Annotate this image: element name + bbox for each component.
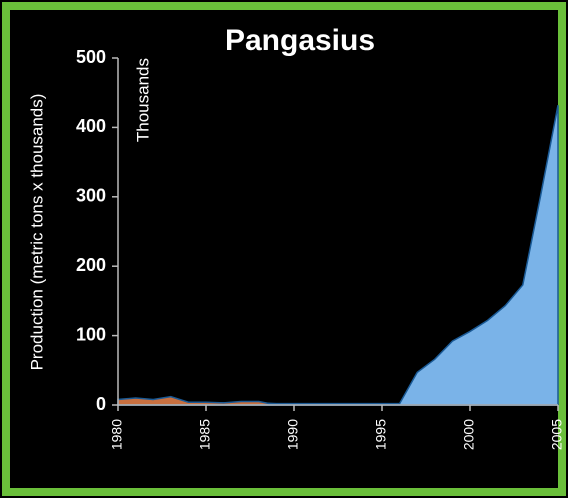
y-tick-label: 0 <box>96 394 106 414</box>
chart-title: Pangasius <box>225 24 375 57</box>
x-tick-label: 2000 <box>461 419 477 450</box>
y-tick-label: 300 <box>76 186 106 206</box>
x-tick-label: 1985 <box>197 419 213 450</box>
x-tick-label: 2005 <box>549 419 565 450</box>
y-tick-label: 400 <box>76 116 106 136</box>
y-tick-label: 100 <box>76 324 106 344</box>
y-axis-label: Production (metric tons x thousands) <box>27 94 46 371</box>
y-tick-label: 200 <box>76 255 106 275</box>
x-tick-label: 1980 <box>109 419 125 450</box>
x-tick-label: 1995 <box>373 419 389 450</box>
annotation: Thousands <box>133 58 152 142</box>
x-tick-label: 1990 <box>285 419 301 450</box>
y-tick-label: 500 <box>76 47 106 67</box>
